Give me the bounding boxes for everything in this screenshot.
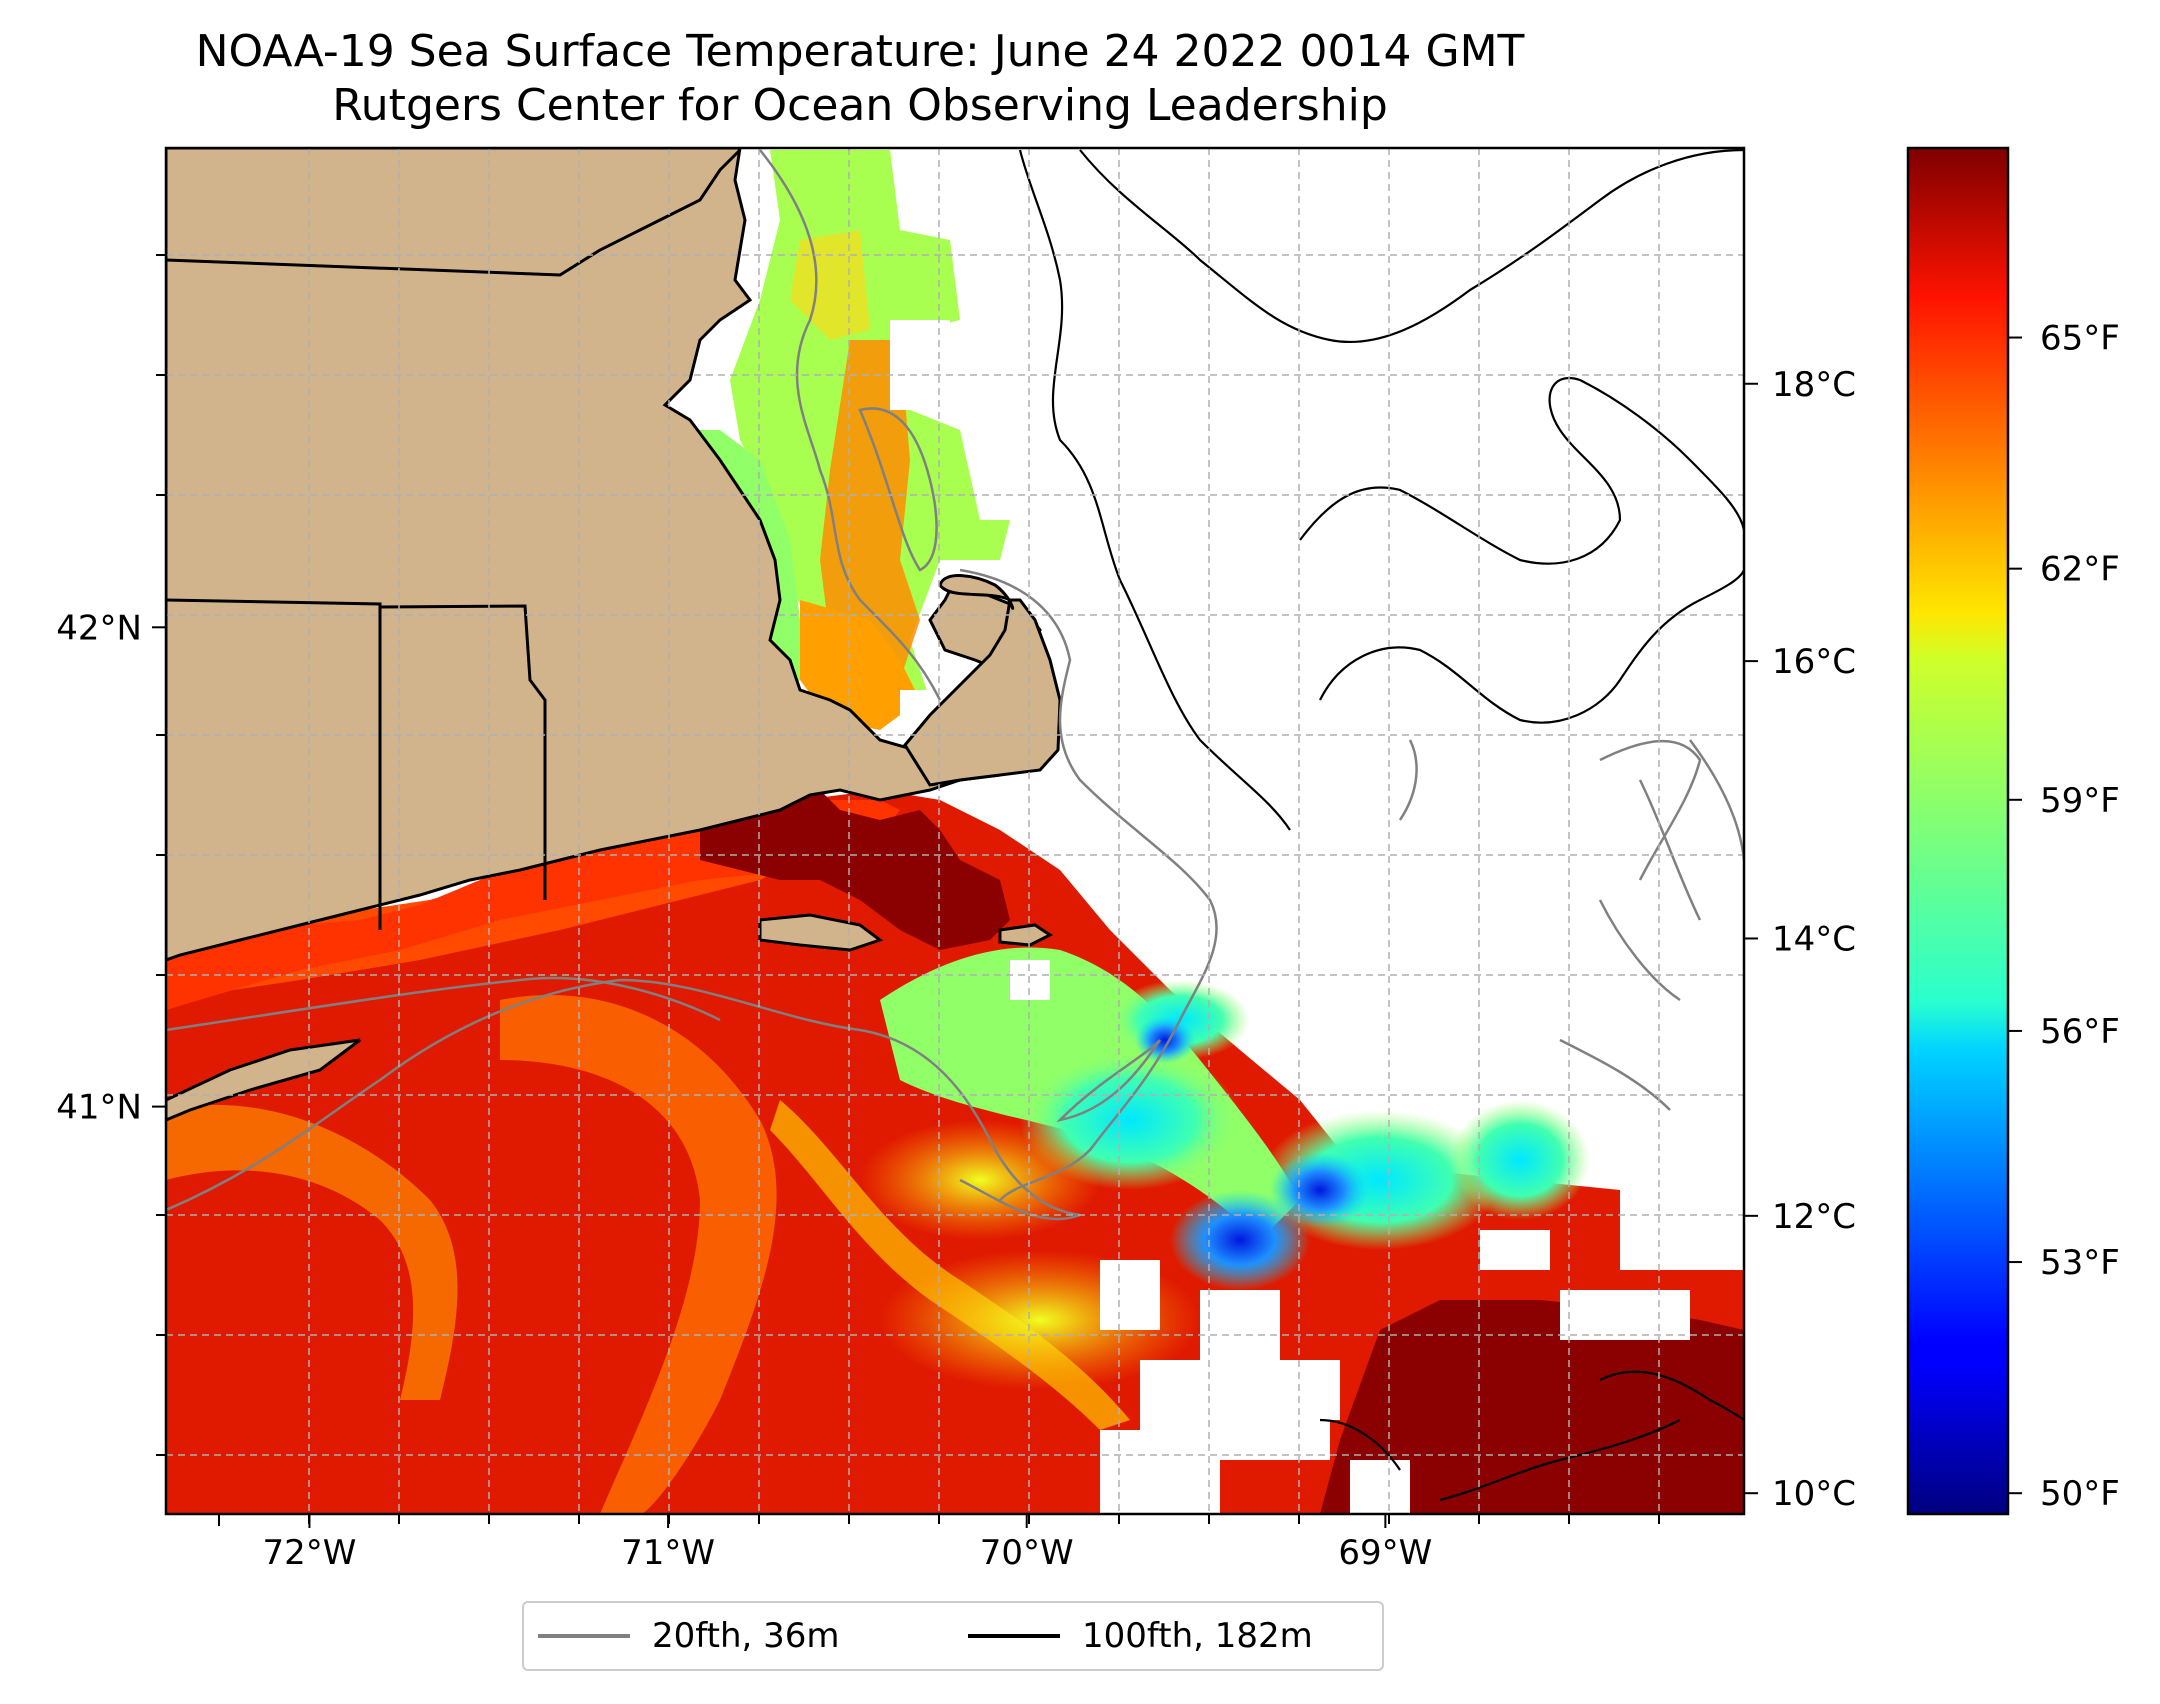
y-tick-label: 42°N (56, 608, 142, 648)
sst-orange-filament (166, 1104, 458, 1400)
celsius-tick-label: 12°C (1772, 1197, 1856, 1237)
celsius-tick-label: 10°C (1772, 1474, 1856, 1514)
celsius-tick-label: 14°C (1772, 919, 1856, 959)
chart-subtitle: Rutgers Center for Ocean Observing Leade… (332, 80, 1388, 131)
x-tick-label: 71°W (621, 1533, 715, 1573)
fahrenheit-tick-label: 62°F (2040, 550, 2120, 590)
sst-gulf-of-maine-orange (820, 340, 920, 690)
fahrenheit-tick-label: 65°F (2040, 319, 2120, 359)
sst-blue-cold-patch-2 (1270, 1152, 1370, 1228)
bathymetry-20fth (166, 149, 1744, 1221)
sst-darkred-nantucket-sound (700, 770, 1010, 950)
sst-yellow-patch-2 (860, 1120, 1100, 1240)
land-cape-cod-hook (938, 574, 1015, 610)
legend-label-20fth: 20fth, 36m (652, 1616, 840, 1656)
sst-blue-cold-patch-3 (1135, 1016, 1195, 1064)
x-tick-label: 69°W (1338, 1533, 1432, 1573)
x-tick-label: 70°W (980, 1533, 1074, 1573)
fahrenheit-tick-label: 56°F (2040, 1012, 2120, 1052)
map-axes: 72°W 71°W 70°W 69°W 42°N 41°N (56, 608, 1432, 1573)
colorbar (1906, 146, 2010, 1516)
legend-item-100fth: 100fth, 182m (968, 1603, 1313, 1669)
fahrenheit-tick-label: 53°F (2040, 1243, 2120, 1283)
legend-label-100fth: 100fth, 182m (1082, 1616, 1313, 1656)
fahrenheit-tick-label: 50°F (2040, 1474, 2120, 1514)
map-frame (164, 146, 1746, 1516)
map-gridlines (166, 148, 1744, 1514)
map-minor-ticks (156, 254, 1660, 1526)
sst-orange-swirl (500, 995, 777, 1514)
land-long-island (166, 1038, 361, 1122)
legend-line-20fth (538, 1634, 630, 1638)
celsius-tick-label: 16°C (1772, 642, 1856, 682)
land-nantucket (998, 923, 1053, 947)
sst-cyan-patch-ne (1450, 1100, 1590, 1220)
map-plot-area (166, 148, 1744, 1514)
x-tick-label: 72°W (263, 1533, 357, 1573)
legend-line-100fth (968, 1634, 1060, 1638)
celsius-tick-label: 18°C (1772, 365, 1856, 405)
sst-darkred-southeast (1320, 1300, 1744, 1514)
state-borders (166, 148, 742, 930)
fahrenheit-tick-label: 59°F (2040, 781, 2120, 821)
colorbar-axes: 10°C 12°C 14°C 16°C 18°C 50°F 53°F 56°F 59°F 62°F… (1744, 319, 2120, 1514)
sst-gulf-of-maine-yellow (790, 230, 870, 340)
chart-title: NOAA-19 Sea Surface Temperature: June 24… (195, 26, 1525, 77)
legend-item-20fth: 20fth, 36m (538, 1603, 840, 1669)
bathymetry-100fth (1018, 148, 1744, 1502)
land-cape-cod (903, 598, 1062, 787)
no-data-patches (890, 320, 1744, 1514)
land-marthas-vineyard (758, 913, 884, 952)
contour-legend: 20fth, 36m 100fth, 182m (522, 1601, 1384, 1671)
y-tick-label: 41°N (56, 1088, 142, 1128)
sst-cape-cod-bay (800, 600, 920, 730)
